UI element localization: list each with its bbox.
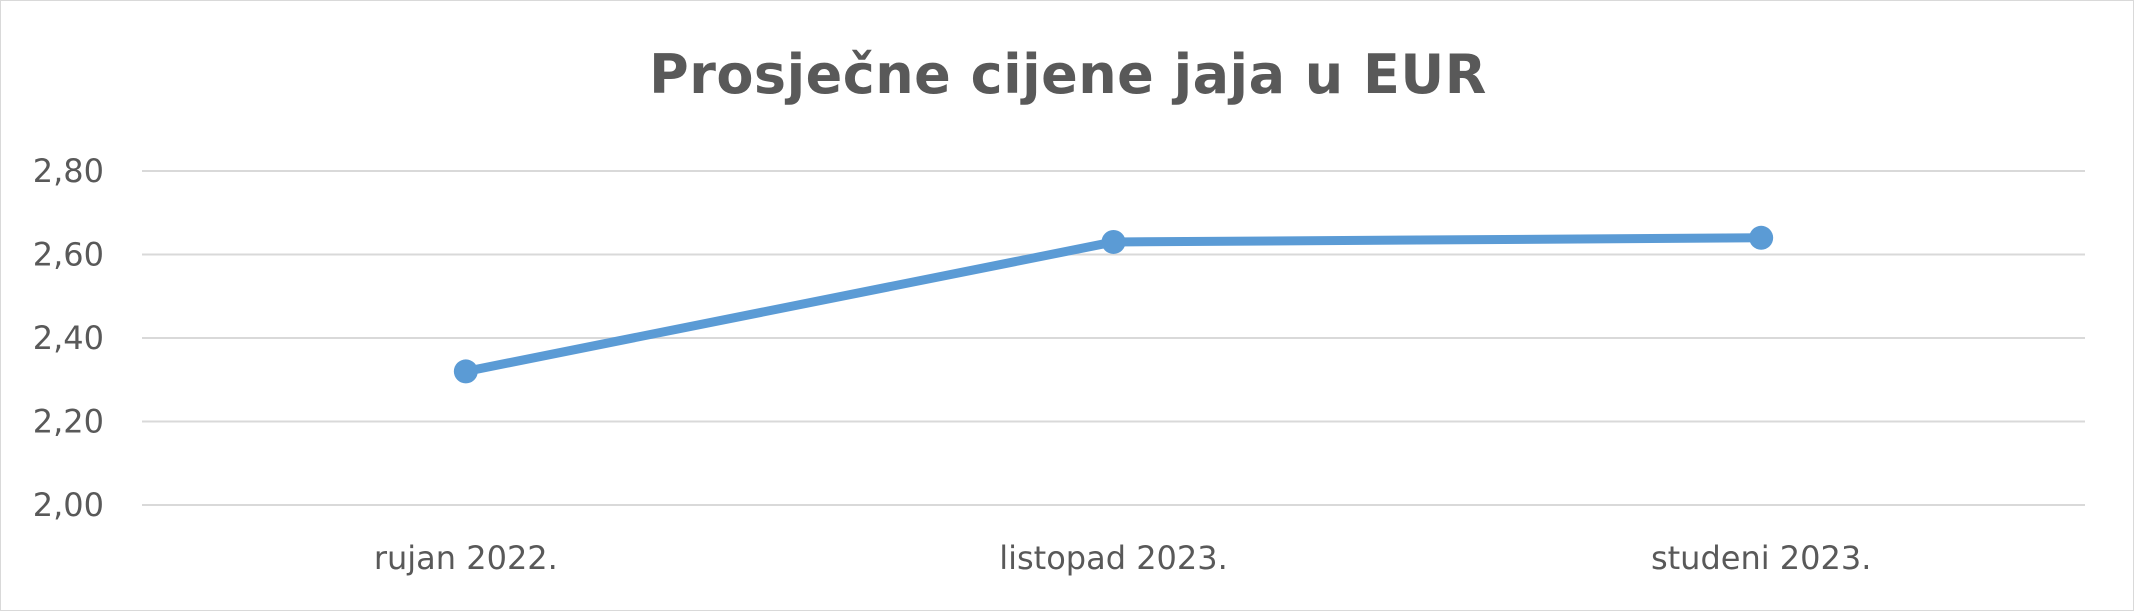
data-point <box>1101 229 1126 254</box>
y-axis: 2,00 2,20 2,40 2,60 2,80 <box>33 152 104 524</box>
x-tick-label: listopad 2023. <box>999 539 1228 577</box>
gridlines <box>142 170 2085 506</box>
x-axis: rujan 2022. listopad 2023. studeni 2023. <box>374 539 1872 577</box>
y-tick-label: 2,00 <box>33 486 104 524</box>
y-tick-label: 2,40 <box>33 319 104 357</box>
y-tick-label: 2,60 <box>33 236 104 274</box>
series-layer <box>453 225 1774 384</box>
data-point <box>453 359 478 384</box>
chart-title: Prosječne cijene jaja u EUR <box>649 43 1487 106</box>
y-tick-label: 2,20 <box>33 403 104 441</box>
x-tick-label: studeni 2023. <box>1651 539 1871 577</box>
series-line <box>461 233 1766 376</box>
data-point <box>1749 225 1774 250</box>
x-tick-label: rujan 2022. <box>374 539 558 577</box>
y-tick-label: 2,80 <box>33 152 104 190</box>
